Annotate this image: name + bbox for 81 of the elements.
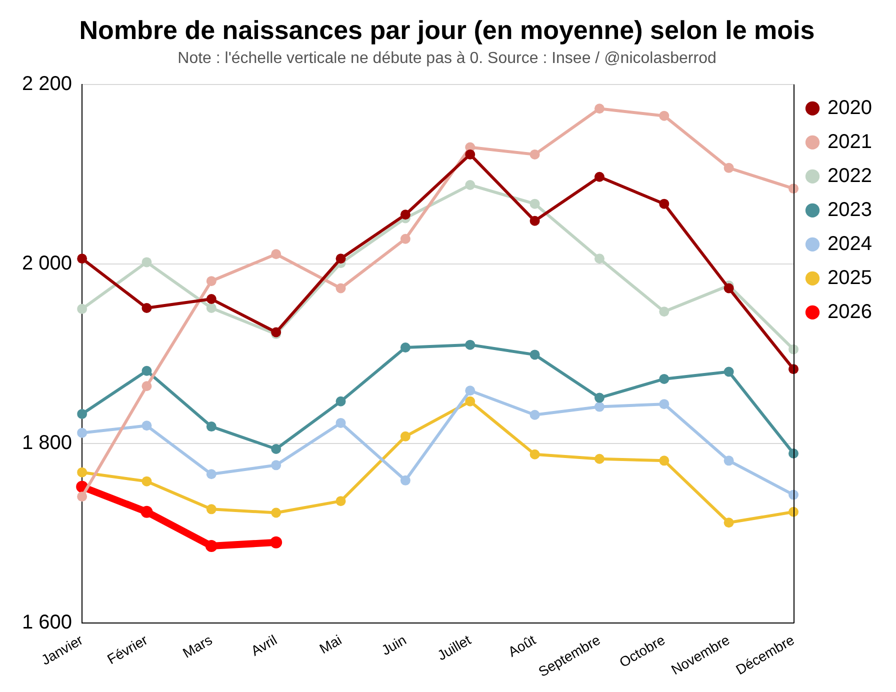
point <box>530 149 540 160</box>
point <box>206 276 216 286</box>
point <box>594 172 604 182</box>
point <box>530 449 540 460</box>
x-tick-label: Août <box>505 632 538 660</box>
point <box>336 254 346 264</box>
legend-label: 2024 <box>828 232 872 255</box>
point <box>530 216 540 226</box>
point <box>271 444 282 454</box>
point <box>400 342 410 353</box>
point <box>142 366 152 376</box>
y-tick-label: 2 200 <box>22 72 72 95</box>
point <box>336 418 346 428</box>
chart-subtitle: Note : l'échelle verticale ne débute pas à 0. Source : Insee / @nicolasberrod <box>178 50 716 68</box>
point <box>77 467 88 478</box>
legend-label: 2025 <box>828 266 872 289</box>
point <box>465 180 476 190</box>
point <box>594 104 604 114</box>
point <box>270 536 282 548</box>
point <box>724 283 734 294</box>
point <box>142 257 152 268</box>
point <box>271 460 282 470</box>
chart-title: Nombre de naissances par jour (en moyenne) selon le mois <box>79 14 815 45</box>
point <box>724 162 734 173</box>
point <box>594 454 604 464</box>
point <box>659 456 670 466</box>
point <box>594 254 604 264</box>
point <box>142 420 152 431</box>
point <box>77 408 88 419</box>
point <box>206 303 216 314</box>
point <box>206 504 216 514</box>
point <box>659 306 670 317</box>
point <box>594 392 604 403</box>
legend-label: 2022 <box>828 164 872 187</box>
legend-label: 2023 <box>828 198 872 221</box>
point <box>336 283 346 294</box>
point <box>77 304 88 314</box>
point <box>205 540 218 552</box>
point <box>465 386 476 396</box>
point <box>142 381 152 392</box>
x-tick-label: Juin <box>378 632 409 658</box>
point <box>400 210 410 220</box>
point <box>271 249 282 260</box>
point <box>400 475 410 486</box>
point <box>206 422 216 432</box>
point <box>465 340 476 350</box>
point <box>77 254 88 264</box>
x-tick-label: Avril <box>248 632 280 659</box>
point <box>142 476 152 486</box>
point <box>77 428 88 438</box>
x-tick-label: Mars <box>180 632 215 661</box>
point <box>336 396 346 406</box>
point <box>659 399 670 410</box>
point <box>206 469 216 480</box>
point <box>206 294 216 304</box>
point <box>659 374 670 384</box>
point <box>659 198 670 209</box>
point <box>271 508 282 518</box>
legend-label: 2021 <box>828 130 872 153</box>
point <box>400 431 410 442</box>
point <box>140 506 153 518</box>
point <box>724 518 734 528</box>
y-tick-label: 2 000 <box>22 252 72 275</box>
y-tick-label: 1 800 <box>22 432 72 454</box>
x-tick-label: Mai <box>316 632 344 657</box>
point <box>465 396 476 406</box>
point <box>724 366 734 377</box>
y-tick-label: 1 600 <box>22 612 72 634</box>
point <box>336 496 346 506</box>
point <box>724 456 734 466</box>
point <box>142 303 152 314</box>
point <box>400 234 410 244</box>
point <box>530 198 540 209</box>
legend-label: 2026 <box>828 300 872 323</box>
point <box>465 149 476 160</box>
legend-label: 2020 <box>828 96 872 119</box>
point <box>594 402 604 412</box>
point <box>530 350 540 360</box>
point <box>659 110 670 121</box>
point <box>530 410 540 420</box>
point <box>77 492 88 502</box>
